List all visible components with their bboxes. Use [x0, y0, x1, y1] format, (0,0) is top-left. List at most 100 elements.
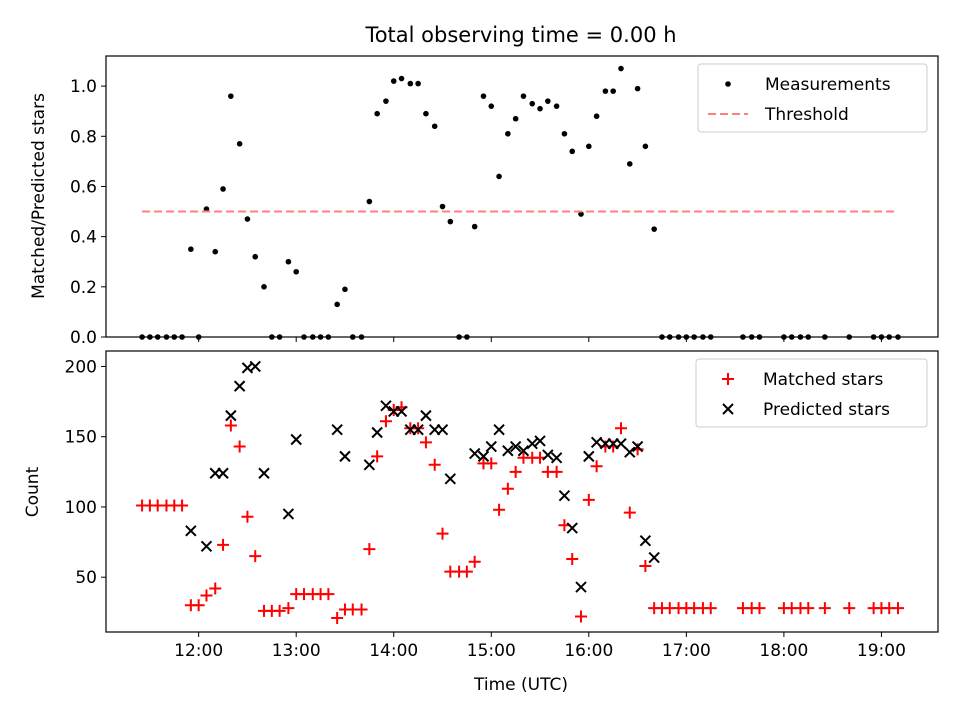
measurement-point — [293, 268, 299, 275]
bottom-plot-marks — [136, 360, 905, 624]
bottom-xtick-label: 17:00 — [662, 641, 711, 661]
bottom-panel: 50 100 150 200 12:00 13:00 14:00 15:00 16:00 17:… — [23, 350, 939, 695]
predicted-star-point — [615, 438, 627, 450]
measurement-point — [586, 143, 592, 150]
matched-star-point — [241, 510, 254, 523]
matched-star-point — [209, 582, 222, 595]
matched-star-point — [379, 415, 392, 428]
predicted-star-point — [624, 446, 636, 458]
measurement-point — [415, 80, 421, 87]
top-ytick-label: 0.0 — [70, 328, 97, 348]
predicted-star-point — [639, 534, 652, 547]
bottom-x-ticks: 12:00 13:00 14:00 15:00 16:00 17:00 18:00 19:00 — [174, 632, 906, 661]
matched-star-point — [224, 419, 237, 432]
measurement-point — [496, 173, 502, 180]
top-ytick-label: 0.4 — [70, 228, 97, 248]
predicted-star-point — [444, 473, 457, 485]
matched-star-point — [282, 602, 295, 615]
top-y-ticks: 0.0 0.2 0.4 0.6 0.8 1.0 — [70, 77, 106, 348]
matched-star-point — [217, 538, 230, 551]
predicted-star-point — [395, 405, 408, 418]
matched-star-point — [436, 527, 449, 540]
matched-star-point — [493, 503, 506, 516]
measurement-point — [334, 301, 340, 308]
matched-star-point — [639, 559, 652, 572]
chart-title: Total observing time = 0.00 h — [364, 23, 676, 47]
measurement-point — [553, 103, 560, 109]
legend-threshold-label: Threshold — [764, 105, 849, 125]
legend-predicted-marker — [722, 403, 734, 415]
matched-star-point — [428, 458, 441, 471]
matched-star-point — [550, 465, 563, 478]
measurement-point — [529, 100, 536, 107]
matched-star-point — [371, 450, 384, 463]
matched-star-point — [615, 422, 628, 435]
matched-star-point — [818, 602, 831, 615]
matched-star-point — [331, 611, 344, 624]
bottom-xtick-label: 18:00 — [759, 641, 808, 661]
measurement-point — [618, 65, 624, 72]
predicted-star-point — [290, 433, 302, 446]
bottom-ytick-label: 150 — [65, 428, 97, 448]
measurement-point — [578, 211, 584, 217]
matched-star-point — [575, 610, 588, 623]
predicted-star-point — [502, 445, 514, 457]
bottom-plot-frame — [105, 350, 939, 633]
predicted-star-point — [225, 409, 237, 422]
predicted-star-point — [550, 452, 563, 464]
measurement-point — [634, 85, 641, 92]
predicted-star-point — [217, 467, 229, 479]
matched-star-point — [355, 603, 368, 616]
predicted-star-point — [558, 490, 571, 502]
predicted-star-point — [631, 440, 644, 453]
measurement-point — [488, 103, 495, 109]
predicted-star-point — [517, 445, 530, 457]
predicted-star-point — [200, 540, 213, 553]
bottom-xtick-label: 16:00 — [564, 641, 613, 661]
measurement-point — [512, 115, 519, 122]
predicted-star-point — [412, 423, 424, 436]
predicted-star-point — [331, 423, 343, 436]
measurement-point — [423, 110, 429, 117]
bottom-xtick-label: 19:00 — [857, 641, 906, 661]
legend-measurements-marker — [725, 81, 731, 87]
matched-star-point — [419, 436, 432, 449]
legend-measurements-label: Measurements — [765, 75, 891, 95]
matched-star-point — [192, 599, 205, 612]
predicted-star-point — [493, 423, 505, 436]
matched-star-point — [509, 465, 522, 478]
measurement-point — [505, 130, 511, 137]
measurement-point — [188, 246, 194, 252]
legend-matched-marker — [722, 373, 734, 385]
predicted-star-point — [233, 380, 246, 392]
measurement-point — [561, 130, 568, 137]
measurement-point — [447, 218, 454, 225]
top-legend-box — [697, 63, 928, 133]
matched-star-point — [273, 604, 286, 617]
predicted-star-point — [282, 508, 295, 520]
bottom-legend: Matched stars Predicted stars — [695, 358, 928, 428]
matched-star-point — [501, 482, 514, 495]
matched-star-point — [468, 555, 481, 568]
matched-star-point — [582, 493, 595, 506]
predicted-star-point — [534, 435, 546, 447]
measurement-point — [342, 286, 348, 293]
measurement-point — [439, 203, 446, 210]
predicted-star-point — [590, 436, 603, 449]
measurement-point — [602, 88, 609, 94]
predicted-star-point — [575, 581, 587, 593]
predicted-star-point — [542, 449, 554, 461]
measurement-point — [220, 186, 226, 192]
measurement-point — [569, 148, 576, 155]
matched-star-point — [363, 543, 376, 556]
measurement-point — [610, 88, 616, 94]
measurement-point — [228, 93, 234, 99]
measurement-point — [471, 223, 478, 230]
measurement-point — [261, 284, 267, 290]
predicted-star-point — [509, 440, 522, 453]
predicted-star-point — [371, 426, 383, 439]
measurement-point — [593, 113, 600, 120]
top-x-ticks — [198, 337, 882, 342]
measurement-point — [626, 161, 633, 167]
